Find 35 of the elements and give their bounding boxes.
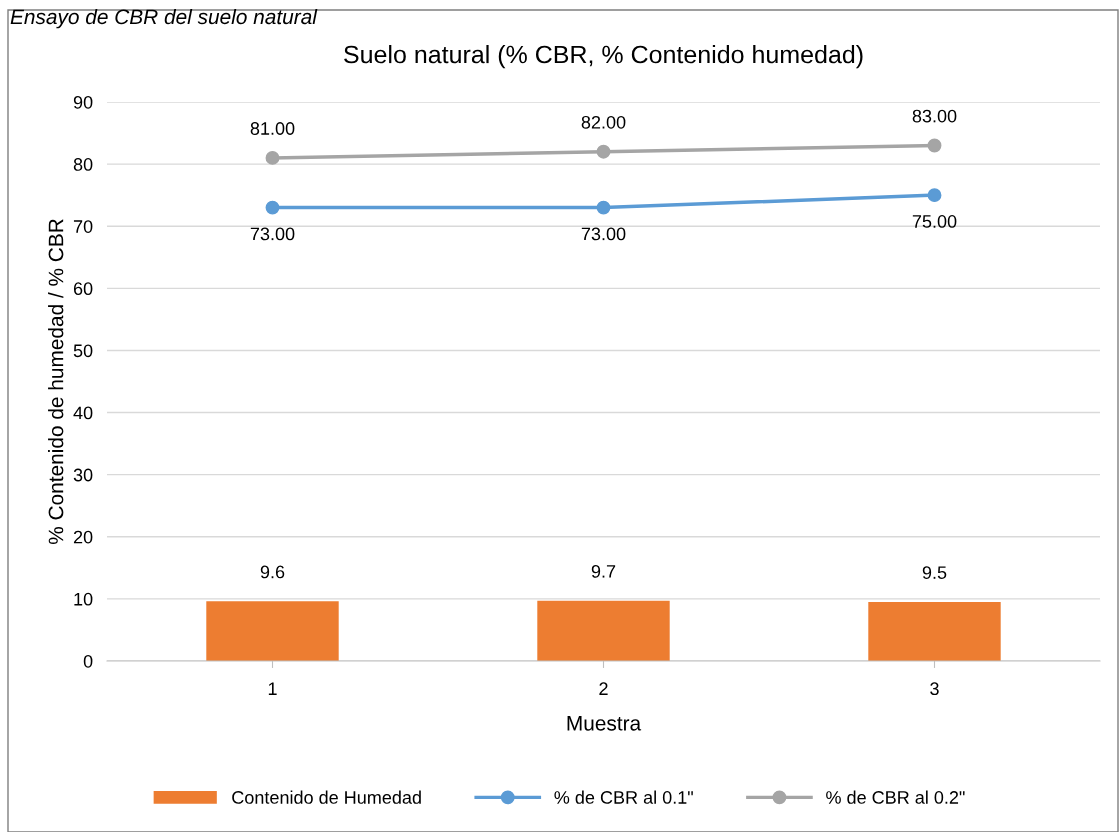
text: Ensayo de CBR del suelo natural xyxy=(10,8,318,29)
y-tick-label: 50 xyxy=(73,344,93,358)
legend-label: % de CBR al 0.2" xyxy=(826,790,965,804)
y-tick-label: 10 xyxy=(74,592,93,606)
data-label: 9.5 xyxy=(922,566,947,579)
data-label: 73.00 xyxy=(581,227,626,241)
x-tick-label: 3 xyxy=(930,682,939,696)
y-tick-label: 70 xyxy=(73,220,93,233)
legend-label: Contenido de Humedad xyxy=(232,790,421,804)
legend-label: % de CBR al 0.1" xyxy=(554,790,693,804)
x-tick-label: 1 xyxy=(268,682,277,695)
data-label: 82.00 xyxy=(581,115,626,129)
data-label: 83.00 xyxy=(912,109,957,123)
point xyxy=(596,144,611,159)
data-label: 75.00 xyxy=(912,215,957,228)
y-tick-label: 80 xyxy=(73,158,93,171)
point xyxy=(265,200,280,215)
x-tick-label: 2 xyxy=(599,682,608,695)
data-label: 73.00 xyxy=(250,227,295,241)
data-label: 81.00 xyxy=(250,122,295,135)
y-tick-label: 0 xyxy=(83,654,93,668)
chart-title: Suelo natural (% CBR, % Contenido humedad) xyxy=(344,44,863,69)
y-tick-label: 40 xyxy=(73,406,93,420)
point xyxy=(927,188,942,203)
y-tick-label: 90 xyxy=(73,95,93,109)
x-axis-title: Muestra xyxy=(567,716,642,731)
y-axis-title: % Contenido de humedad / % CBR xyxy=(48,219,64,545)
point xyxy=(927,138,942,153)
point xyxy=(596,200,611,215)
y-tick-label: 20 xyxy=(73,530,93,544)
y-tick-label: 30 xyxy=(73,468,93,482)
y-tick-label: 60 xyxy=(73,282,93,296)
data-label: 9.7 xyxy=(591,564,616,578)
data-label: 9.6 xyxy=(260,565,285,579)
point xyxy=(265,150,280,165)
